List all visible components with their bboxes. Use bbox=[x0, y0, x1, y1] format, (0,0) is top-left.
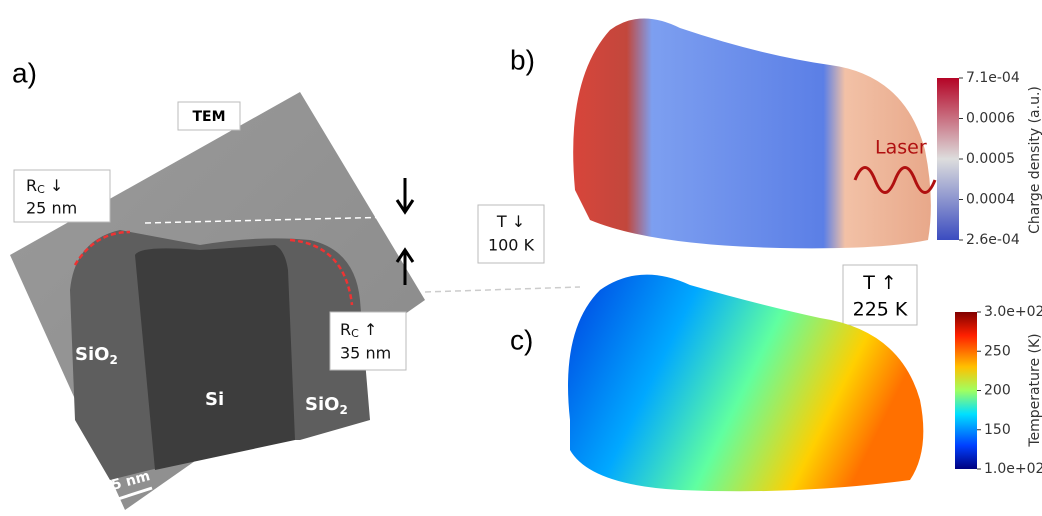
colorbar-tick-label: 250 bbox=[984, 343, 1011, 359]
colorbar-tick-label: 0.0006 bbox=[966, 111, 1015, 127]
arrow-down bbox=[397, 178, 413, 212]
callout-value: 225 K bbox=[853, 299, 908, 321]
colorbar-tick-label: 2.6e-04 bbox=[966, 232, 1020, 248]
guide-line bbox=[425, 287, 580, 292]
colorbar-tick-label: 0.0004 bbox=[966, 192, 1015, 208]
colorbar-tick-label: 7.1e-04 bbox=[966, 70, 1020, 86]
panel-label: b) bbox=[510, 44, 535, 75]
material-label: Si bbox=[205, 389, 224, 410]
colorbar-tick-label: 150 bbox=[984, 422, 1011, 438]
colorbar-tick-label: 1.0e+02 bbox=[984, 461, 1042, 477]
charge-density-model bbox=[573, 18, 931, 248]
tem-silicon bbox=[135, 245, 295, 470]
badge: TEM bbox=[192, 109, 225, 125]
colorbar-tick-label: 3.0e+02 bbox=[984, 304, 1042, 320]
colorbar-tick-label: 0.0005 bbox=[966, 151, 1015, 167]
callout-value: 25 nm bbox=[26, 199, 77, 218]
callout-value: 100 K bbox=[488, 236, 535, 255]
panel-label: a) bbox=[12, 57, 37, 88]
panel-label: c) bbox=[510, 324, 533, 355]
laser-label: Laser bbox=[875, 137, 927, 159]
colorbar bbox=[955, 312, 977, 469]
colorbar-tick-label: 200 bbox=[984, 383, 1011, 399]
callout-value: 35 nm bbox=[340, 344, 391, 363]
colorbar bbox=[937, 78, 959, 240]
figure: a) TEM RC↓ 25 nm RC↑ 35 nm SiO2 Si SiO2 … bbox=[0, 0, 1042, 516]
colorbar-title: Temperature (K) bbox=[1027, 333, 1042, 447]
colorbar-title: Charge density (a.u.) bbox=[1027, 86, 1042, 234]
